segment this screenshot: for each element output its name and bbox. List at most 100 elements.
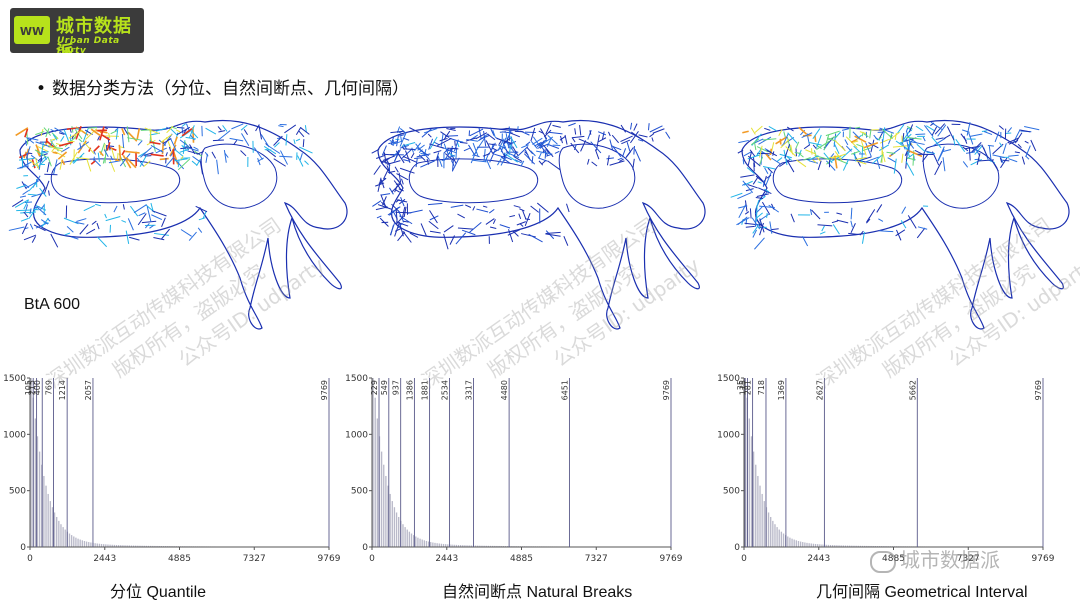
histogram-bar bbox=[158, 545, 160, 547]
road-segment bbox=[395, 208, 398, 224]
road-segment bbox=[257, 157, 264, 162]
road-segment bbox=[403, 143, 408, 150]
road-segment bbox=[932, 137, 946, 147]
road-segment bbox=[383, 169, 389, 180]
road-segment bbox=[532, 137, 543, 145]
road-segment bbox=[273, 135, 283, 146]
road-segment bbox=[652, 128, 665, 134]
histogram-bar bbox=[137, 545, 139, 547]
x-tick-label: 9769 bbox=[660, 554, 683, 564]
road-segment bbox=[994, 131, 1000, 143]
road-segment bbox=[834, 131, 842, 140]
histogram-bar bbox=[819, 544, 821, 547]
road-segment bbox=[526, 146, 534, 155]
road-segment bbox=[383, 153, 396, 156]
road-segment bbox=[649, 125, 663, 133]
road-segment bbox=[466, 138, 478, 142]
road-segment bbox=[372, 200, 382, 207]
road-segment bbox=[143, 152, 154, 156]
histogram-bar bbox=[494, 545, 496, 547]
histogram-bar bbox=[872, 545, 874, 547]
road-segment bbox=[633, 145, 635, 155]
road-segment bbox=[506, 142, 516, 154]
road-segment bbox=[895, 140, 908, 150]
road-segment bbox=[836, 212, 843, 215]
road-segment bbox=[391, 182, 401, 193]
histogram-bar bbox=[470, 545, 472, 547]
road-segment bbox=[414, 157, 423, 160]
histogram-bar bbox=[842, 545, 844, 547]
road-segment bbox=[810, 148, 813, 155]
histogram-bar bbox=[398, 516, 400, 547]
histogram-bar bbox=[812, 543, 815, 547]
road-segment bbox=[403, 148, 415, 151]
road-segment bbox=[144, 127, 160, 135]
road-segment bbox=[488, 143, 497, 146]
road-segment bbox=[429, 230, 441, 234]
histogram-bar bbox=[451, 544, 453, 547]
road-segment bbox=[589, 130, 592, 135]
road-segment bbox=[489, 150, 496, 163]
road-segment bbox=[139, 154, 148, 168]
road-segment bbox=[64, 232, 71, 236]
road-segment bbox=[769, 221, 773, 234]
road-segment bbox=[105, 216, 121, 222]
wechat-badge: 城市数据派 bbox=[870, 544, 1000, 573]
road-segment bbox=[554, 150, 560, 154]
road-segment bbox=[563, 235, 569, 246]
road-segment bbox=[935, 137, 944, 140]
road-segment bbox=[177, 158, 191, 171]
histogram-bar bbox=[799, 541, 802, 547]
road-segment bbox=[730, 192, 743, 198]
road-segment bbox=[24, 128, 29, 138]
road-segment bbox=[868, 142, 879, 149]
histogram-bar bbox=[434, 542, 436, 547]
road-segment bbox=[397, 231, 406, 242]
road-segment bbox=[869, 129, 872, 139]
x-tick-label: 7327 bbox=[585, 554, 608, 564]
y-tick-label: 1500 bbox=[3, 374, 26, 384]
road-segment bbox=[51, 145, 58, 153]
road-segment bbox=[90, 159, 97, 165]
road-segment bbox=[850, 223, 856, 234]
road-segment bbox=[786, 156, 792, 161]
road-segment bbox=[153, 237, 165, 241]
road-segment bbox=[403, 206, 407, 218]
road-segment bbox=[836, 158, 849, 165]
road-segment bbox=[809, 209, 813, 215]
y-tick-label: 0 bbox=[734, 543, 740, 553]
road-segment bbox=[528, 233, 543, 243]
histogram-bar bbox=[864, 545, 866, 547]
road-segment bbox=[906, 157, 916, 161]
road-segment bbox=[813, 150, 817, 157]
road-segment bbox=[1030, 139, 1037, 152]
road-segment bbox=[180, 146, 193, 150]
road-segment bbox=[85, 128, 98, 140]
histogram-bar bbox=[117, 545, 120, 547]
road-segment bbox=[771, 203, 775, 210]
road-segment bbox=[790, 213, 795, 223]
road-segment bbox=[217, 126, 222, 131]
road-segment bbox=[381, 201, 388, 208]
road-segment bbox=[298, 130, 305, 138]
road-segment bbox=[168, 146, 172, 152]
road-segment bbox=[82, 128, 89, 142]
road-segment bbox=[231, 123, 244, 130]
road-segment bbox=[513, 156, 523, 162]
road-segment bbox=[787, 132, 798, 144]
road-segment bbox=[79, 142, 82, 150]
road-segment bbox=[77, 141, 90, 151]
road-segment bbox=[968, 132, 974, 145]
road-segment bbox=[399, 167, 415, 174]
road-segment bbox=[751, 217, 761, 230]
road-segment bbox=[747, 184, 758, 189]
histogram-bar bbox=[770, 516, 772, 547]
road-segment bbox=[901, 153, 904, 163]
road-segment bbox=[50, 233, 59, 248]
road-segment bbox=[742, 180, 754, 194]
road-segment bbox=[759, 222, 764, 236]
road-segment bbox=[411, 147, 414, 153]
histogram-bar bbox=[41, 464, 43, 547]
road-segment bbox=[443, 233, 449, 250]
road-segment bbox=[146, 206, 152, 223]
